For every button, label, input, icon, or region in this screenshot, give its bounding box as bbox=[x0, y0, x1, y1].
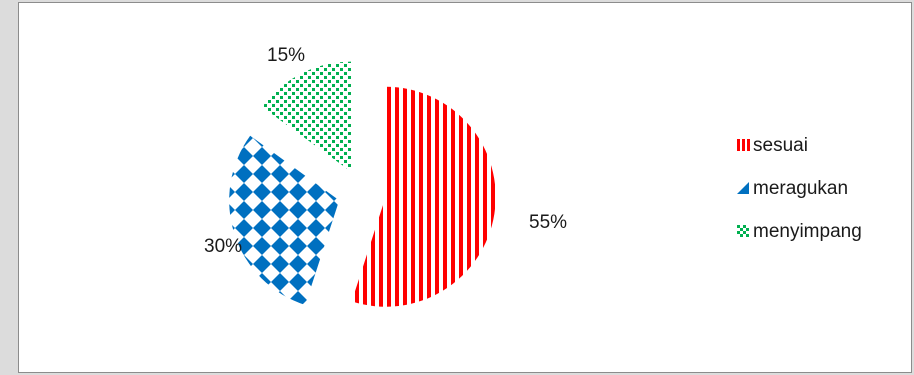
legend-swatch-meragukan bbox=[737, 182, 749, 194]
legend-item-sesuai: sesuai bbox=[737, 135, 808, 156]
legend-item-menyimpang: menyimpang bbox=[737, 221, 862, 242]
data-label-menyimpang: 15% bbox=[267, 45, 305, 66]
pie-slice-meragukan bbox=[229, 135, 340, 306]
pie-chart: 55% 30% 15% sesuai meragukan menyimpang bbox=[204, 45, 862, 307]
chart-area: 55% 30% 15% sesuai meragukan menyimpang bbox=[18, 2, 912, 373]
legend-label-sesuai: sesuai bbox=[753, 135, 808, 156]
legend: sesuai meragukan menyimpang bbox=[737, 135, 862, 242]
data-label-sesuai: 55% bbox=[529, 212, 567, 233]
pie-slice-menyimpang bbox=[262, 61, 352, 172]
legend-label-meragukan: meragukan bbox=[753, 178, 848, 199]
pie-slice-sesuai bbox=[351, 86, 496, 307]
legend-swatch-menyimpang bbox=[737, 225, 749, 237]
legend-label-menyimpang: menyimpang bbox=[753, 221, 862, 242]
legend-item-meragukan: meragukan bbox=[737, 178, 848, 199]
legend-swatch-sesuai bbox=[737, 139, 750, 151]
data-label-meragukan: 30% bbox=[204, 236, 242, 257]
